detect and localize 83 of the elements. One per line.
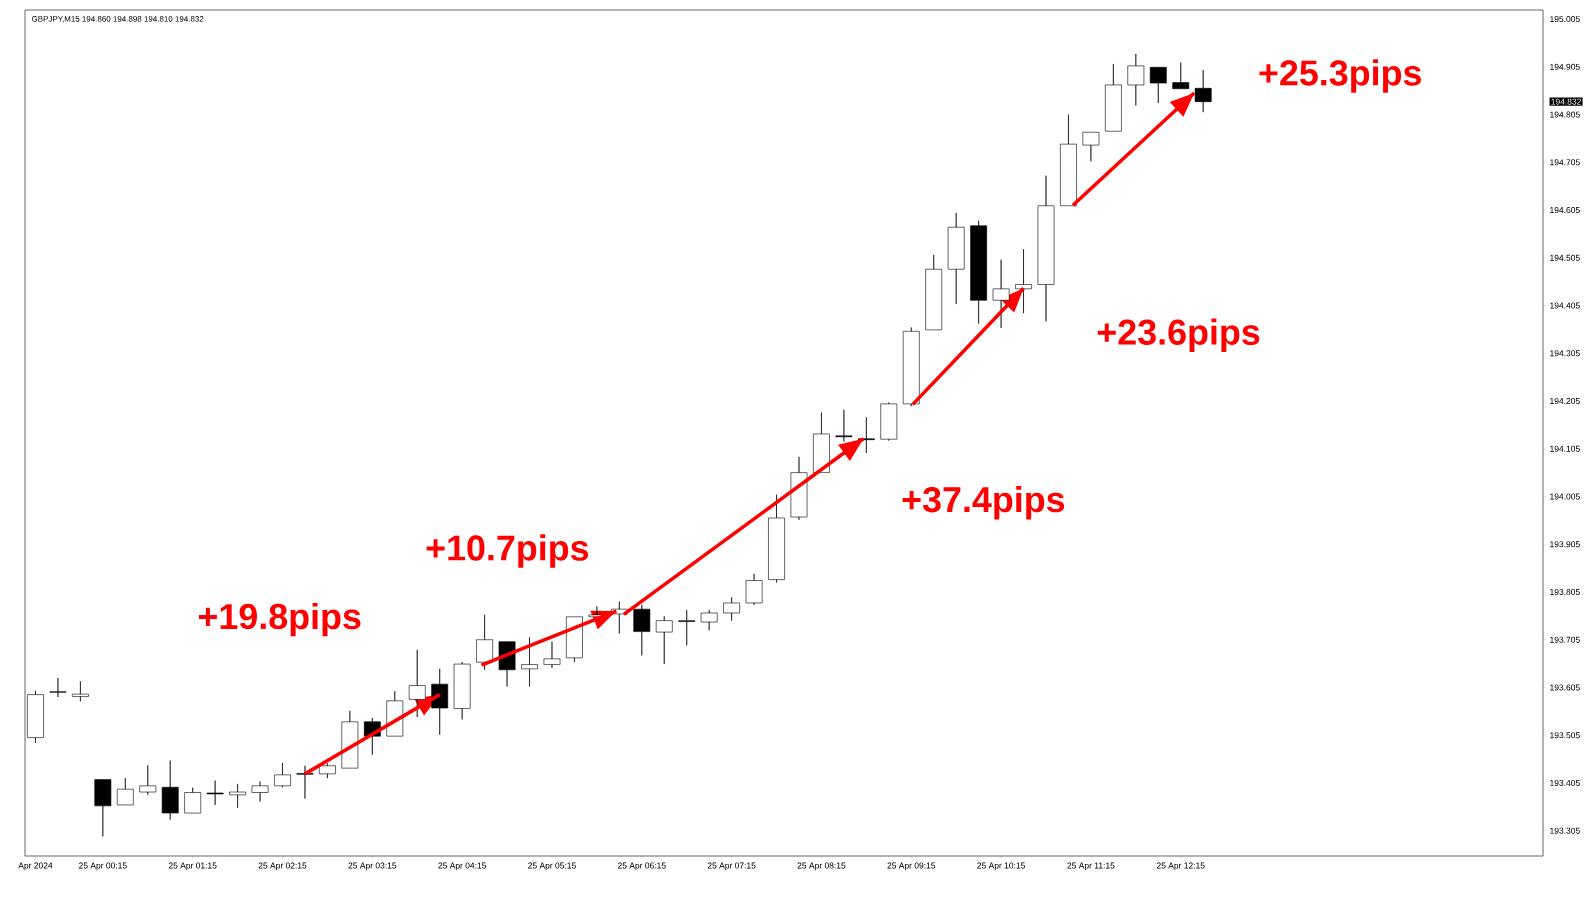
- candlestick: [251, 781, 269, 802]
- y-tick-label: 194.305: [1550, 350, 1580, 357]
- candlestick: [1082, 131, 1100, 162]
- candlestick: [813, 412, 830, 473]
- y-tick-label: 193.705: [1550, 636, 1580, 643]
- candlestick: [1149, 66, 1167, 104]
- x-tick-label: Apr 2024: [18, 862, 53, 871]
- candlestick: [543, 641, 561, 669]
- candlestick: [453, 661, 471, 720]
- x-tick-label: 25 Apr 04:15: [438, 862, 487, 871]
- x-tick-label: 25 Apr 07:15: [707, 862, 756, 871]
- y-tick-label: 194.605: [1550, 207, 1580, 214]
- candlestick: [925, 254, 943, 331]
- candlestick: [678, 609, 696, 646]
- x-tick-label: 25 Apr 00:15: [79, 862, 127, 871]
- candlestick: [947, 212, 965, 305]
- series-label: +37.4pips: [902, 486, 1065, 520]
- candlestick: [94, 779, 112, 837]
- y-tick-label: 193.405: [1550, 779, 1580, 786]
- candlestick: [184, 787, 202, 814]
- y-tick-label: 194.105: [1550, 445, 1580, 452]
- candlestick: [768, 494, 785, 583]
- x-tick-label: 25 Apr 06:15: [617, 862, 666, 871]
- candlestick: [1127, 53, 1145, 106]
- candlestick: [970, 220, 988, 324]
- candlestick: [835, 409, 853, 442]
- x-tick-label: 25 Apr 08:15: [797, 862, 846, 871]
- candlestick: [1015, 248, 1032, 314]
- text: +19.8pips: [198, 602, 361, 637]
- candlestick: [902, 327, 920, 407]
- y-tick-label: 194.405: [1550, 302, 1580, 309]
- y-tick-label: 193.905: [1550, 541, 1580, 548]
- y-tick-label: 193.605: [1550, 684, 1580, 691]
- candlestick: [49, 677, 67, 698]
- x-tick-label: 25 Apr 10:15: [977, 862, 1025, 871]
- text: +23.6pips: [1097, 318, 1260, 353]
- candlestick: [139, 764, 157, 796]
- candlestick: [992, 259, 1010, 329]
- candlestick: [655, 616, 673, 665]
- candlestick: [341, 710, 359, 769]
- candlestick: [723, 596, 740, 621]
- candlestick: [566, 616, 583, 663]
- y-tick-label: 193.305: [1550, 827, 1580, 834]
- x-tick-label: 25 Apr 11:15: [1067, 862, 1115, 871]
- candlestick: [72, 680, 89, 702]
- candlestick: [431, 668, 449, 736]
- candlestick: [880, 402, 898, 441]
- candlestick: [116, 777, 134, 806]
- candlestick: [1060, 114, 1077, 207]
- series-label: +10.7pips: [426, 534, 589, 568]
- y-tick-label: 194.205: [1550, 398, 1580, 404]
- candlestick: [27, 690, 44, 744]
- candlestick: [1194, 69, 1212, 113]
- candlestick: [633, 604, 651, 656]
- y-tick-label: 195.005: [1550, 16, 1580, 23]
- y-tick-label: 193.805: [1550, 588, 1580, 595]
- candlestick: [408, 649, 426, 718]
- x-tick-label: 25 Apr 03:15: [348, 862, 397, 871]
- candlestick: [521, 637, 538, 687]
- y-tick-label: 194.005: [1550, 493, 1580, 500]
- candlestick: [700, 609, 718, 631]
- y-tick-label: 194.705: [1550, 159, 1580, 166]
- y-tick-label: 193.505: [1550, 732, 1580, 739]
- candlestick: [1037, 175, 1055, 322]
- candlestick: [745, 573, 763, 606]
- candlestick: [229, 783, 246, 809]
- y-tick-label: 194.505: [1550, 254, 1580, 261]
- candlestick: [476, 614, 493, 671]
- candlestick: [274, 762, 291, 788]
- series-label: +25.3pips: [1259, 59, 1421, 93]
- candlestick: [1104, 63, 1122, 132]
- y-tick-label: 194.805: [1550, 111, 1580, 118]
- y-tick-label: 194.905: [1550, 63, 1580, 70]
- x-tick-label: 25 Apr 01:15: [168, 862, 217, 871]
- candlestick: [1172, 62, 1190, 90]
- candlestick: [161, 760, 179, 821]
- candlestick: [319, 763, 336, 779]
- x-tick-label: 25 Apr 09:15: [887, 862, 936, 871]
- x-tick-label: 25 Apr 05:15: [528, 862, 576, 871]
- y-tick-label: 194.832: [1551, 98, 1581, 105]
- x-tick-label: 25 Apr 12:15: [1156, 862, 1205, 871]
- candlestick: [206, 780, 224, 806]
- x-tick-label: 25 Apr 02:15: [258, 862, 307, 871]
